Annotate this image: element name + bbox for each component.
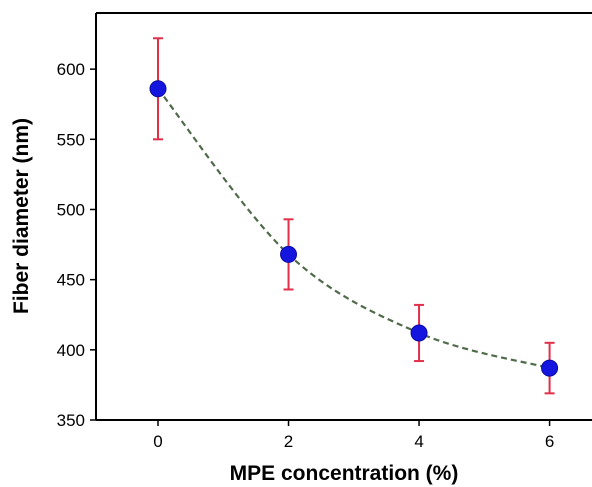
y-tick-label: 600 [57, 60, 85, 79]
y-tick-label: 400 [57, 341, 85, 360]
plot-frame [95, 12, 592, 421]
data-point [541, 359, 559, 377]
x-tick-label: 0 [153, 432, 162, 451]
y-tick-label: 450 [57, 271, 85, 290]
x-tick-label: 6 [545, 432, 554, 451]
trend-line [157, 88, 550, 370]
x-tick-label: 4 [414, 432, 423, 451]
y-tick-label: 350 [57, 411, 85, 430]
y-axis-ticks: 350 400 450 500 550 600 [57, 60, 96, 430]
x-tick-label: 2 [284, 432, 293, 451]
x-axis-title: MPE concentration (%) [230, 462, 459, 485]
data-points [149, 80, 559, 377]
trend-line-group [157, 88, 550, 370]
y-tick-label: 500 [57, 200, 85, 219]
error-bars [153, 37, 555, 395]
data-point [410, 324, 428, 342]
y-tick-label: 550 [57, 130, 85, 149]
data-point [149, 80, 167, 98]
y-axis-title: Fiber diameter (nm) [10, 118, 33, 314]
data-point [280, 245, 298, 263]
x-axis-ticks: 0 2 4 6 [153, 420, 554, 451]
